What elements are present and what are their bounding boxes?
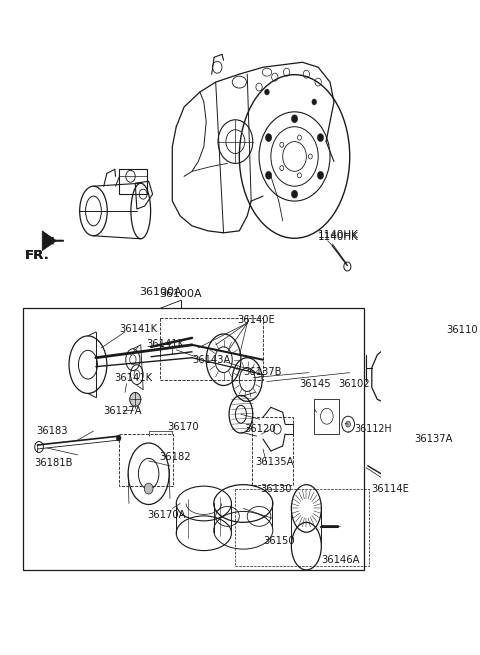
Circle shape (312, 99, 317, 105)
Circle shape (265, 134, 272, 141)
Text: 36100A: 36100A (139, 288, 182, 297)
Bar (314, 400, 339, 434)
Text: 36137B: 36137B (243, 367, 282, 377)
Circle shape (265, 172, 272, 179)
Circle shape (116, 435, 121, 441)
Text: 36170: 36170 (167, 422, 198, 432)
Text: 36146A: 36146A (321, 555, 360, 565)
Text: 36140E: 36140E (238, 315, 276, 325)
Circle shape (317, 134, 324, 141)
Text: 36130: 36130 (260, 483, 291, 494)
Circle shape (317, 172, 324, 179)
Text: 36102: 36102 (338, 379, 370, 388)
Text: FR.: FR. (25, 249, 49, 262)
Polygon shape (42, 231, 56, 251)
Circle shape (291, 190, 298, 198)
Text: 1140HK: 1140HK (318, 232, 359, 242)
Circle shape (130, 392, 141, 406)
Bar (252, 417, 293, 485)
Circle shape (144, 483, 153, 494)
Text: 36141K: 36141K (115, 373, 153, 383)
Bar (235, 489, 370, 566)
Bar (120, 170, 147, 194)
Text: 36110: 36110 (447, 325, 479, 335)
Bar (23, 308, 364, 570)
Text: 36137A: 36137A (414, 434, 453, 444)
Text: 36114E: 36114E (371, 483, 409, 494)
Text: 36120: 36120 (244, 424, 276, 434)
Text: 36141K: 36141K (146, 339, 184, 349)
Text: 36143A: 36143A (192, 355, 230, 365)
Text: 36135A: 36135A (255, 457, 294, 467)
Circle shape (405, 363, 413, 373)
Text: 36170A: 36170A (147, 510, 186, 520)
Text: FR.: FR. (25, 249, 49, 262)
Text: 36112H: 36112H (354, 424, 392, 434)
Text: 36183: 36183 (36, 426, 68, 436)
Bar (160, 318, 263, 379)
Text: 36145: 36145 (299, 379, 331, 388)
Text: 36100A: 36100A (160, 290, 202, 299)
Circle shape (291, 115, 298, 122)
Circle shape (346, 421, 350, 427)
Bar (120, 434, 173, 485)
Text: 36182: 36182 (159, 452, 191, 462)
Text: 36141K: 36141K (120, 324, 157, 334)
Text: 1140HK: 1140HK (318, 230, 359, 240)
Text: 36181B: 36181B (34, 458, 73, 468)
Text: 36127A: 36127A (103, 406, 142, 417)
Text: 36150: 36150 (263, 536, 295, 546)
Circle shape (264, 89, 269, 95)
